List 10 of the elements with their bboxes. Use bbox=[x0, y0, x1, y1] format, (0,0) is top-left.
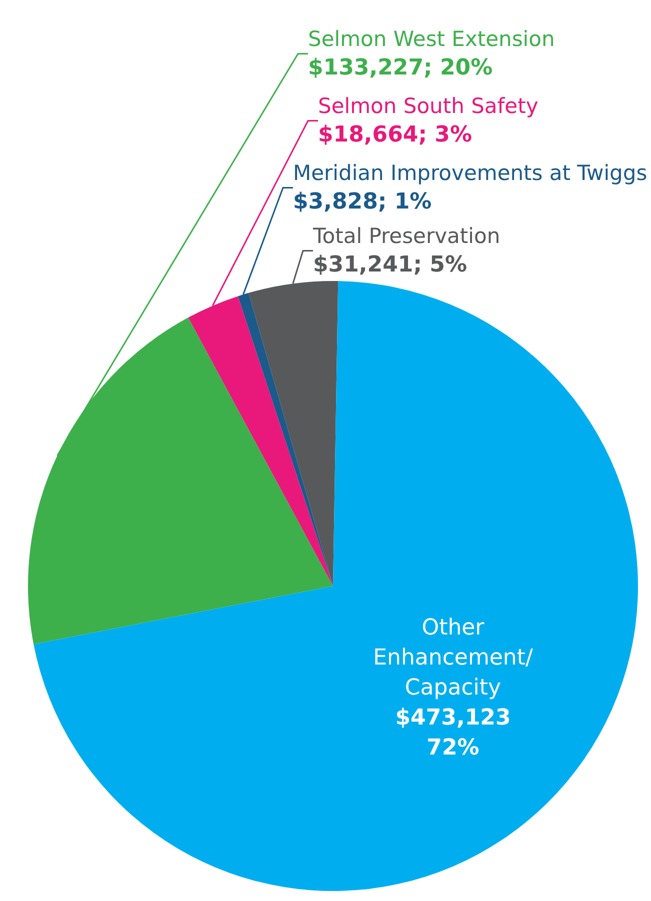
slice-label: Selmon South Safety bbox=[318, 94, 538, 118]
slice-label: Meridian Improvements at Twiggs bbox=[293, 161, 648, 185]
slice-label: Selmon West Extension bbox=[308, 27, 555, 51]
data-label: $18,664; 3% bbox=[318, 122, 472, 148]
data-label: $31,241; 5% bbox=[313, 252, 468, 278]
data-label: $3,828; 1% bbox=[293, 190, 432, 214]
data-label: $473,123 72% bbox=[395, 706, 511, 760]
data-label: $133,227; 20% bbox=[308, 56, 493, 80]
slice-label: Total Preservation bbox=[312, 224, 500, 248]
slice-label: Other Enhancement/ Capacity bbox=[373, 616, 534, 700]
